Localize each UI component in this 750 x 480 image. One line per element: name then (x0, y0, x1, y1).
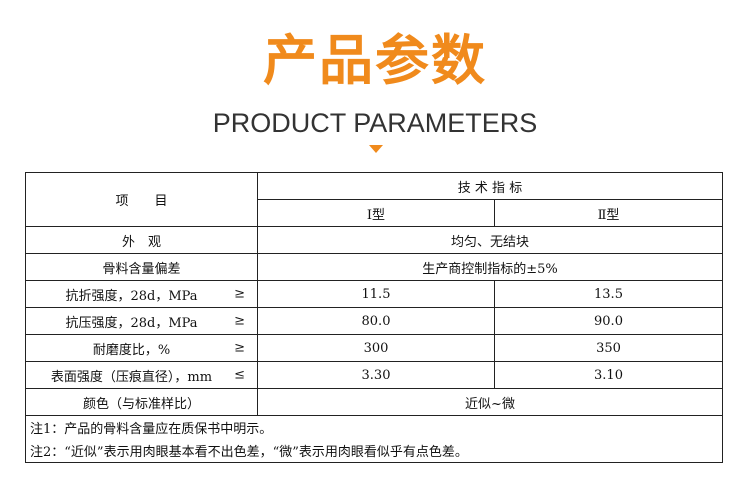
row-label: 骨料含量偏差 (25, 253, 258, 281)
note-row: 注1：产品的骨料含量应在质保书中明示。 (25, 415, 723, 439)
type2-value: 13.5 (494, 280, 723, 308)
row-label: 表面强度（压痕直径），mm (50, 369, 213, 385)
row-value: 均匀、无结块 (257, 226, 723, 254)
type1-header: Ⅰ型 (257, 199, 495, 227)
parameters-table: 项 目 技 术 指 标 Ⅰ型 Ⅱ型 外 观 均匀、无结块 骨料含量偏差 生产商控… (25, 172, 723, 463)
row-label: 颜色（与标准样比） (25, 388, 258, 416)
table-row: 抗折强度，28d，MPa ≥ 11.5 13.5 (25, 280, 723, 308)
table-row: 耐磨度比，% ≥ 300 350 (25, 334, 723, 362)
spec-header: 技 术 指 标 (257, 172, 723, 200)
type1-value: 11.5 (257, 280, 495, 308)
row-label-cell: 耐磨度比，% ≥ (25, 334, 258, 362)
row-label: 抗折强度，28d，MPa (65, 288, 198, 304)
comparison-symbol: ≥ (234, 286, 245, 302)
row-label: 外 观 (25, 226, 258, 254)
table-subheader-row: Ⅰ型 Ⅱ型 (26, 199, 723, 227)
comparison-symbol: ≥ (234, 340, 245, 356)
row-label: 抗压强度，28d，MPa (65, 315, 198, 331)
note-1: 注1：产品的骨料含量应在质保书中明示。 (25, 415, 723, 439)
type1-value: 3.30 (257, 361, 495, 389)
comparison-symbol: ≤ (234, 367, 245, 383)
type2-value: 3.10 (494, 361, 723, 389)
note-2: 注2：“近似”表示用肉眼基本看不出色差，“微”表示用肉眼看似乎有点色差。 (25, 439, 723, 463)
table-row: 抗压强度，28d，MPa ≥ 80.0 90.0 (25, 307, 723, 335)
table-row: 外 观 均匀、无结块 (25, 226, 723, 254)
item-header: 项 目 (25, 172, 258, 227)
type2-header: Ⅱ型 (494, 199, 723, 227)
comparison-symbol: ≥ (234, 313, 245, 329)
note-row: 注2：“近似”表示用肉眼基本看不出色差，“微”表示用肉眼看似乎有点色差。 (25, 439, 723, 463)
row-value: 生产商控制指标的±5% (257, 253, 723, 281)
type1-value: 300 (257, 334, 495, 362)
table-row: 表面强度（压痕直径），mm ≤ 3.30 3.10 (25, 361, 723, 389)
type1-value: 80.0 (257, 307, 495, 335)
table-row: 颜色（与标准样比） 近似~微 (25, 388, 723, 416)
type2-value: 90.0 (494, 307, 723, 335)
row-label: 耐磨度比，% (92, 342, 171, 358)
type2-value: 350 (494, 334, 723, 362)
row-value: 近似~微 (257, 388, 723, 416)
down-arrow-icon (369, 145, 383, 153)
page-title: 产品参数 (263, 29, 487, 92)
row-label-cell: 抗折强度，28d，MPa ≥ (25, 280, 258, 308)
table-row: 骨料含量偏差 生产商控制指标的±5% (25, 253, 723, 281)
row-label-cell: 表面强度（压痕直径），mm ≤ (25, 361, 258, 389)
row-label-cell: 抗压强度，28d，MPa ≥ (25, 307, 258, 335)
table-header-row: 项 目 技 术 指 标 (25, 172, 723, 227)
page-subtitle: PRODUCT PARAMETERS (212, 108, 538, 138)
